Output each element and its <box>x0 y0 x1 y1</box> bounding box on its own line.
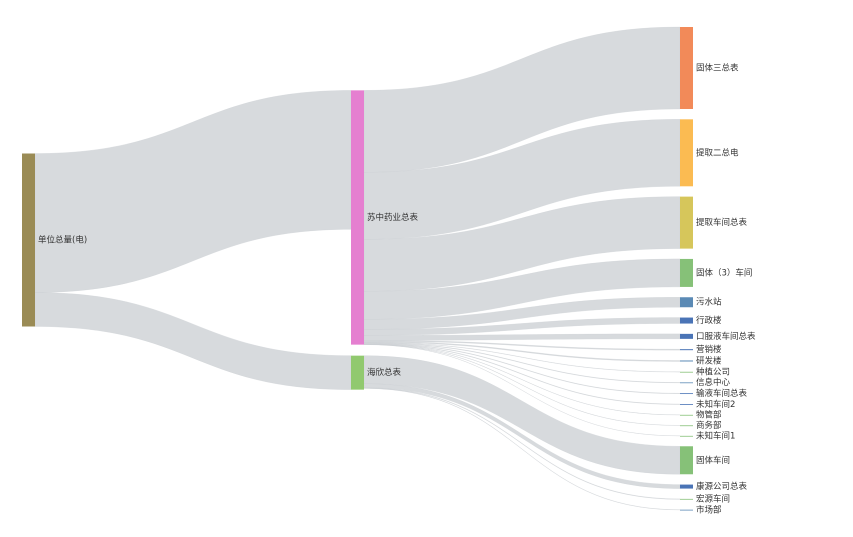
node-label: 海欣总表 <box>367 367 402 378</box>
node-label: 商务部 <box>696 420 722 431</box>
node <box>680 498 693 500</box>
node-label: 提取车间总表 <box>696 217 748 228</box>
node <box>680 119 693 187</box>
node-label: 种植公司 <box>696 366 730 377</box>
node-label: 宏源车间 <box>696 494 730 505</box>
node-label: 物管部 <box>696 409 722 420</box>
node <box>680 297 693 308</box>
link <box>363 340 681 351</box>
node-label: 提取二总电 <box>696 147 739 158</box>
node-label: 营销楼 <box>696 344 722 355</box>
node <box>680 349 693 351</box>
node <box>680 258 693 287</box>
node <box>680 484 693 489</box>
node <box>680 27 693 109</box>
node <box>680 360 693 362</box>
node-label: 固体三总表 <box>696 63 739 74</box>
node <box>351 90 364 345</box>
link <box>363 258 681 320</box>
node-label: 市场部 <box>696 504 722 515</box>
node-label: 未知车间1 <box>696 430 735 441</box>
node-label: 口服液车间总表 <box>696 331 756 342</box>
node-label: 信息中心 <box>696 377 731 388</box>
node <box>680 196 693 249</box>
node <box>680 317 693 324</box>
node-label: 固体车间 <box>696 455 730 466</box>
node <box>22 153 35 327</box>
link <box>363 383 681 489</box>
node <box>680 371 693 373</box>
node-label: 固体（3）车间 <box>696 267 752 278</box>
node-label: 污水站 <box>696 297 722 308</box>
node-label: 单位总量(电) <box>38 235 87 246</box>
node <box>680 404 693 405</box>
node <box>680 435 693 437</box>
node-label: 未知车间2 <box>696 399 735 410</box>
node-label: 研发楼 <box>696 355 722 366</box>
link <box>363 355 681 475</box>
node <box>680 509 693 511</box>
node-label: 苏中药业总表 <box>367 212 419 223</box>
node <box>680 393 693 395</box>
node <box>680 333 693 339</box>
link <box>34 292 352 390</box>
link <box>34 90 352 293</box>
node-label: 康源公司总表 <box>696 481 748 492</box>
node-label: 行政楼 <box>696 315 722 326</box>
node <box>680 425 693 427</box>
links <box>34 26 681 511</box>
link <box>363 317 681 336</box>
node <box>680 414 693 416</box>
link <box>363 119 681 240</box>
node <box>680 446 693 475</box>
node-label: 输液车间总表 <box>696 388 748 399</box>
node <box>351 355 364 390</box>
node <box>680 382 693 384</box>
